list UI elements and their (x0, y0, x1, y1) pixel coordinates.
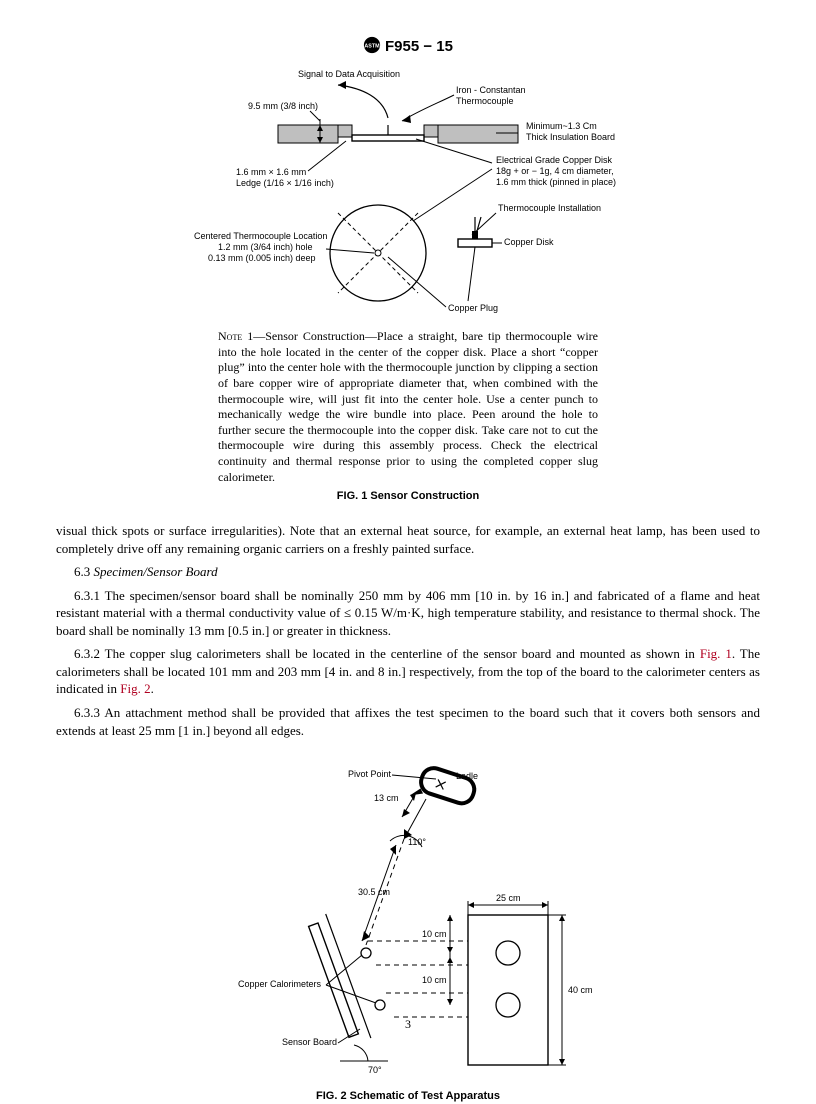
fig2-label-13: 13 cm (374, 793, 399, 803)
sec-6-3-2: 6.3.2 The copper slug calorimeters shall… (56, 645, 760, 698)
fig2-label-10b: 10 cm (422, 975, 447, 985)
fig1-label-95: 9.5 mm (3/8 inch) (248, 101, 318, 111)
para-visual: visual thick spots or surface irregulari… (56, 522, 760, 557)
fig1-label-center3: 0.13 mm (0.005 inch) deep (208, 253, 316, 263)
note1-lead: Note (218, 329, 242, 343)
fig2-caption: FIG. 2 Schematic of Test Apparatus (56, 1089, 760, 1104)
sec63-title: Specimen/Sensor Board (94, 564, 218, 579)
fig1-ref: Fig. 1 (700, 646, 732, 661)
astm-logo-icon: ASTM (363, 36, 381, 54)
fig2-label-110: 110° (408, 837, 426, 847)
fig1-label-center2: 1.2 mm (3/64 inch) hole (218, 242, 313, 252)
fig2-label-40: 40 cm (568, 985, 593, 995)
figure-2: Ladle Pivot Point 13 cm 110° 30.5 cm (218, 745, 598, 1085)
fig2-label-sb: Sensor Board (282, 1037, 337, 1047)
fig1-label-disk3: 1.6 mm thick (pinned in place) (496, 177, 616, 187)
sec632-c: . (151, 681, 154, 696)
sec-6-3-3: 6.3.3 An attachment method shall be prov… (56, 704, 760, 739)
sec-6-3: 6.3 Specimen/Sensor Board (56, 563, 760, 581)
fig1-label-insul2: Thick Insulation Board (526, 132, 615, 142)
fig2-label-10a: 10 cm (422, 929, 447, 939)
fig1-label-copperplug: Copper Plug (448, 303, 498, 313)
standard-number: F955 − 15 (385, 38, 453, 55)
fig1-label-ledge2: Ledge (1/16 × 1/16 inch) (236, 178, 334, 188)
fig1-label-disk2: 18g + or − 1g, 4 cm diameter, (496, 166, 614, 176)
fig1-label-disk1: Electrical Grade Copper Disk (496, 155, 613, 165)
note1-text: 1—Sensor Construction—Place a straight, … (218, 329, 598, 483)
fig1-label-center1: Centered Thermocouple Location (194, 231, 327, 241)
fig2-label-ladle: Ladle (456, 771, 478, 781)
fig2-label-pivot: Pivot Point (348, 769, 392, 779)
fig2-label-25: 25 cm (496, 893, 521, 903)
fig2-label-70: 70° (368, 1065, 382, 1075)
fig2-label-cal: Copper Calorimeters (238, 979, 322, 989)
sec63-num: 6.3 (74, 564, 94, 579)
fig2-label-305: 30.5 cm (358, 887, 390, 897)
fig1-label-copperdisk: Copper Disk (504, 237, 554, 247)
figure-1: Signal to Data Acquisition Iron - Consta… (188, 63, 628, 323)
fig1-label-tc1: Iron - ConstantanThermocouple (456, 85, 526, 106)
page-number: 3 (0, 1016, 816, 1032)
sec632-a: 6.3.2 The copper slug calorimeters shall… (74, 646, 700, 661)
fig1-label-signal: Signal to Data Acquisition (298, 69, 400, 79)
standard-header: ASTM F955 − 15 (56, 36, 760, 57)
fig2-ref: Fig. 2 (120, 681, 150, 696)
fig1-label-tcinstall: Thermocouple Installation (498, 203, 601, 213)
fig1-label-insul1: Minimum~1.3 Cm (526, 121, 597, 131)
sec-6-3-1: 6.3.1 The specimen/sensor board shall be… (56, 587, 760, 640)
fig1-label-ledge1: 1.6 mm × 1.6 mm (236, 167, 306, 177)
fig1-caption: FIG. 1 Sensor Construction (56, 489, 760, 504)
note-1: Note 1—Sensor Construction—Place a strai… (218, 329, 598, 485)
svg-text:ASTM: ASTM (364, 44, 380, 50)
